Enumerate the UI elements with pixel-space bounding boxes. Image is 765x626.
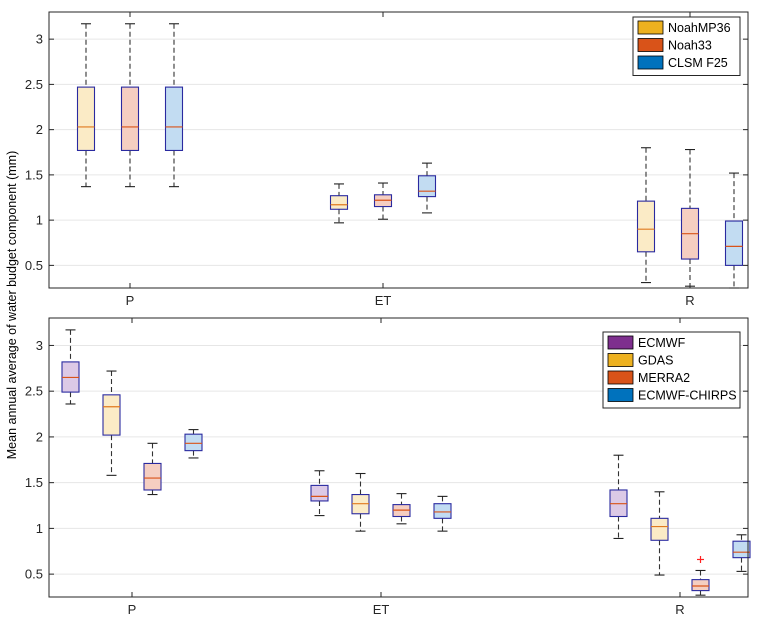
y-tick-label: 1.5 <box>25 475 43 490</box>
y-tick-label: 1 <box>36 521 43 536</box>
y-tick-label: 1.5 <box>25 167 43 182</box>
x-tick-label: R <box>685 293 694 308</box>
box-ecmwf-r <box>609 454 628 540</box>
y-tick-label: 2 <box>36 429 43 444</box>
y-tick-label: 3 <box>36 338 43 353</box>
box <box>433 503 452 519</box>
box-ecmwf-p <box>61 329 80 405</box>
bottom-panel: 0.5 1 1.5 2 2.5 3 P ET R ECMWF GDAS MERRA2 ECMWF-CHI… <box>25 317 751 617</box>
box <box>184 433 203 452</box>
y-tick-label: 2.5 <box>25 384 43 399</box>
legend-swatch <box>637 38 664 52</box>
box-noah33-et <box>373 182 393 220</box>
box-merra2-p <box>143 442 162 496</box>
box-clsm-f25-p <box>164 23 184 188</box>
legend-label: CLSM F25 <box>668 56 728 70</box>
box <box>724 220 744 266</box>
box-noah33-r <box>680 148 700 287</box>
legend-label: GDAS <box>638 354 673 368</box>
legend-swatch <box>607 335 634 350</box>
y-tick-label: 3 <box>36 32 43 47</box>
legend-label: ECMWF <box>638 336 686 350</box>
legend-swatch <box>607 388 634 402</box>
box-merra2-r <box>691 555 710 596</box>
x-tick-label: P <box>126 293 135 308</box>
y-tick-label: 0.5 <box>25 258 43 273</box>
box <box>329 195 349 210</box>
box-clsm-f25-et <box>417 162 437 214</box>
box <box>76 86 96 152</box>
axes-frame <box>48 317 749 598</box>
box <box>164 86 184 152</box>
axes-frame <box>48 11 749 289</box>
legend-label: MERRA2 <box>638 371 690 385</box>
x-tick-label: ET <box>373 602 390 617</box>
y-tick-label: 2 <box>36 122 43 137</box>
legend: ECMWF GDAS MERRA2 ECMWF-CHIRPS <box>602 331 741 409</box>
legend: NoahMP36 Noah33 CLSM F25 <box>632 16 741 76</box>
y-tick-label: 1 <box>36 213 43 228</box>
box-gdas-et <box>351 472 370 532</box>
box-ecmwf-chirps-et <box>433 495 452 532</box>
legend-label: ECMWF-CHIRPS <box>638 389 737 403</box>
box <box>417 175 437 198</box>
box-noahmp36-p <box>76 23 96 188</box>
legend-swatch <box>637 55 664 70</box>
box-noahmp36-r <box>636 147 656 284</box>
legend-swatch <box>607 370 634 385</box>
box-noahmp36-et <box>329 183 349 224</box>
y-axis-label: Mean annual average of water budget comp… <box>5 151 19 460</box>
box-ecmwf-chirps-r <box>732 534 751 572</box>
legend-label: NoahMP36 <box>668 21 731 35</box>
box-ecmwf-et <box>310 470 329 517</box>
x-tick-label: R <box>675 602 684 617</box>
box <box>636 200 656 253</box>
box-ecmwf-chirps-p <box>184 429 203 459</box>
box <box>732 540 751 559</box>
legend-label: Noah33 <box>668 39 712 53</box>
box <box>691 579 710 592</box>
x-tick-label: ET <box>375 293 392 308</box>
box <box>650 517 669 541</box>
box-gdas-r <box>650 491 669 576</box>
box-noah33-p <box>120 23 140 188</box>
box-clsm-f25-r <box>724 172 744 289</box>
y-tick-label: 0.5 <box>25 567 43 582</box>
y-tick-label: 2.5 <box>25 77 43 92</box>
x-tick-label: P <box>128 602 137 617</box>
top-panel: 0.5 1 1.5 2 2.5 3 P ET R NoahMP36 Noah33 CLSM F25 <box>25 11 749 308</box>
box <box>310 484 329 502</box>
legend-swatch <box>637 20 664 35</box>
box-gdas-p <box>102 370 121 476</box>
box <box>102 394 121 436</box>
box-merra2-et <box>392 493 411 525</box>
legend-swatch <box>607 353 634 367</box>
box <box>120 86 140 152</box>
box <box>143 462 162 491</box>
